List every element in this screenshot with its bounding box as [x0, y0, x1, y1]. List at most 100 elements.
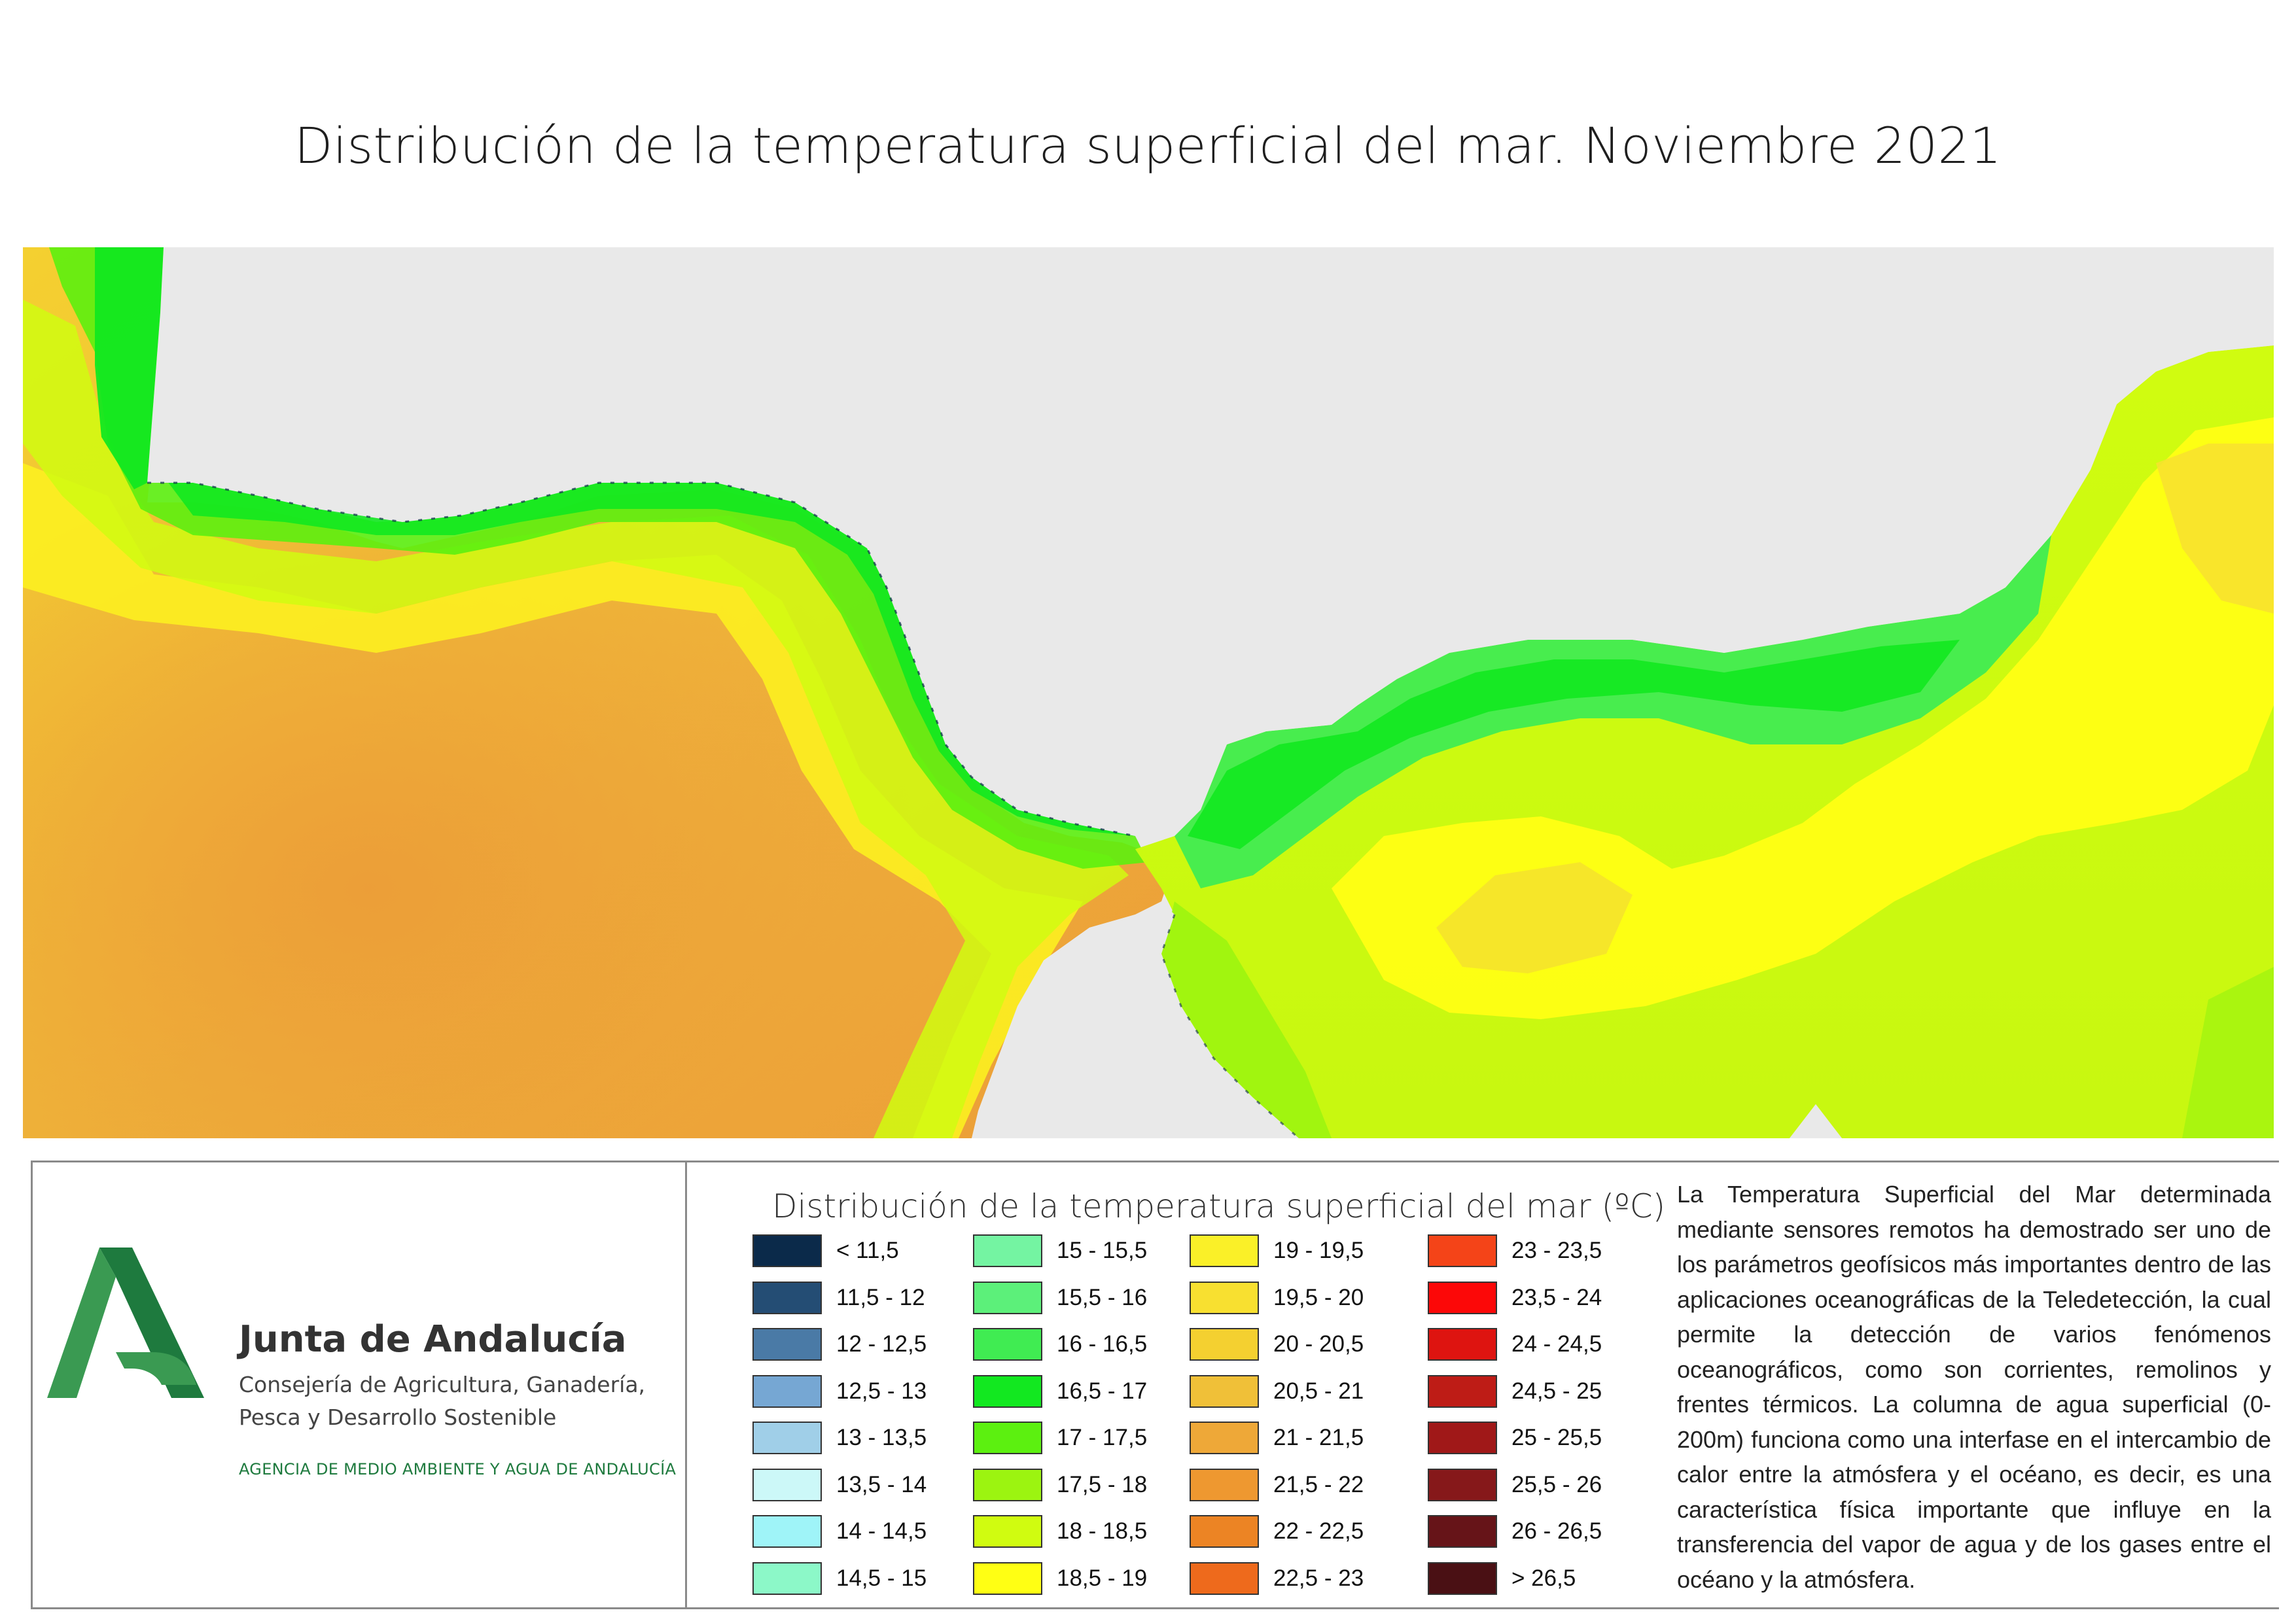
- legend-swatch: [1428, 1281, 1497, 1314]
- legend-label: 25,5 - 26: [1511, 1471, 1602, 1497]
- legend-label: 19,5 - 20: [1273, 1284, 1364, 1310]
- legend-item: 14 - 14,5: [752, 1515, 927, 1548]
- legend-label: 23,5 - 24: [1511, 1284, 1602, 1310]
- legend-item: 14,5 - 15: [752, 1562, 927, 1595]
- legend-swatch: [1190, 1468, 1259, 1501]
- legend-label: 15,5 - 16: [1057, 1284, 1148, 1310]
- legend-swatch: [1190, 1562, 1259, 1595]
- legend-swatch: [752, 1515, 822, 1548]
- legend-swatch: [973, 1281, 1042, 1314]
- legend-item: 24,5 - 25: [1428, 1374, 1602, 1408]
- legend-label: 20,5 - 21: [1273, 1378, 1364, 1404]
- legend-swatch: [752, 1328, 822, 1361]
- legend-label: 21,5 - 22: [1273, 1471, 1364, 1497]
- legend-item: 20,5 - 21: [1190, 1374, 1364, 1408]
- legend-label: 19 - 19,5: [1273, 1238, 1364, 1263]
- legend-label: 24 - 24,5: [1511, 1331, 1602, 1357]
- legend-item: < 11,5: [752, 1234, 899, 1267]
- map-title: Distribución de la temperatura superfici…: [294, 116, 2002, 175]
- legend-item: 20 - 20,5: [1190, 1328, 1364, 1361]
- legend-label: 14 - 14,5: [836, 1518, 927, 1544]
- legend-swatch: [752, 1374, 822, 1408]
- legend-swatch: [1428, 1515, 1497, 1548]
- africa-land: [972, 901, 1299, 1138]
- legend-label: 23 - 23,5: [1511, 1238, 1602, 1263]
- legend-label: 18 - 18,5: [1057, 1518, 1148, 1544]
- legend-label: < 11,5: [836, 1238, 899, 1263]
- legend-label: 16 - 16,5: [1057, 1331, 1148, 1357]
- legend-swatch: [973, 1328, 1042, 1361]
- legend-item: 21,5 - 22: [1190, 1468, 1364, 1501]
- legend-item: 25,5 - 26: [1428, 1468, 1602, 1501]
- legend-label: 25 - 25,5: [1511, 1425, 1602, 1450]
- legend-label: 13 - 13,5: [836, 1425, 927, 1450]
- legend-swatch: [752, 1422, 822, 1454]
- legend-label: 26 - 26,5: [1511, 1518, 1602, 1544]
- legend-label: 18,5 - 19: [1057, 1565, 1148, 1591]
- legend-swatch: [752, 1468, 822, 1501]
- iberia-land: [147, 247, 2274, 836]
- legend-item: 19,5 - 20: [1190, 1281, 1364, 1314]
- legend-item: 22,5 - 23: [1190, 1562, 1364, 1595]
- legend-item: > 26,5: [1428, 1562, 1576, 1595]
- legend-label: 17,5 - 18: [1057, 1471, 1148, 1497]
- legend-item: 13 - 13,5: [752, 1422, 927, 1454]
- legend-label: 12 - 12,5: [836, 1331, 927, 1357]
- legend-panel: Distribución de la temperatura superfici…: [685, 1161, 1670, 1609]
- legend-label: > 26,5: [1511, 1565, 1576, 1591]
- legend-swatch: [973, 1562, 1042, 1595]
- legend-swatch: [973, 1374, 1042, 1408]
- legend-item: 23 - 23,5: [1428, 1234, 1602, 1267]
- legend-label: 14,5 - 15: [836, 1565, 927, 1591]
- coastal-band-yellow: [23, 463, 1083, 1138]
- agency-name: AGENCIA DE MEDIO AMBIENTE Y AGUA DE ANDA…: [239, 1460, 677, 1478]
- legend-item: 16,5 - 17: [973, 1374, 1147, 1408]
- organization-name: Junta de Andalucía: [239, 1318, 627, 1361]
- legend-item: 22 - 22,5: [1190, 1515, 1364, 1548]
- legend-swatch: [973, 1422, 1042, 1454]
- legend-item: 17 - 17,5: [973, 1422, 1147, 1454]
- legend-title: Distribución de la temperatura superfici…: [772, 1187, 1666, 1225]
- legend-item: 13,5 - 14: [752, 1468, 927, 1501]
- department-line2: Pesca y Desarrollo Sostenible: [239, 1405, 557, 1430]
- legend-item: 11,5 - 12: [752, 1281, 925, 1314]
- legend-label: 11,5 - 12: [836, 1284, 925, 1310]
- legend-item: 12,5 - 13: [752, 1374, 927, 1408]
- legend-swatch: [1428, 1374, 1497, 1408]
- sst-map: [23, 247, 2274, 1138]
- legend-label: 24,5 - 25: [1511, 1378, 1602, 1404]
- legend-item: 21 - 21,5: [1190, 1422, 1364, 1454]
- legend-item: 26 - 26,5: [1428, 1515, 1602, 1548]
- legend-swatch: [1428, 1562, 1497, 1595]
- department-line1: Consejería de Agricultura, Ganadería,: [239, 1372, 646, 1397]
- legend-swatch: [752, 1281, 822, 1314]
- legend-label: 21 - 21,5: [1273, 1425, 1364, 1450]
- legend-swatch: [1190, 1234, 1259, 1267]
- legend-label: 20 - 20,5: [1273, 1331, 1364, 1357]
- description-text: La Temperatura Superficial del Mar deter…: [1677, 1181, 2271, 1593]
- legend-item: 19 - 19,5: [1190, 1234, 1364, 1267]
- legend-item: 18 - 18,5: [973, 1515, 1147, 1548]
- legend-item: 25 - 25,5: [1428, 1422, 1602, 1454]
- organization-block: Junta de Andalucía Consejería de Agricul…: [239, 1318, 676, 1478]
- legend-swatch: [973, 1234, 1042, 1267]
- legend-swatch: [1190, 1422, 1259, 1454]
- legend-item: 15,5 - 16: [973, 1281, 1148, 1314]
- legend-item: 15 - 15,5: [973, 1234, 1147, 1267]
- description-panel: La Temperatura Superficial del Mar deter…: [1668, 1161, 2279, 1609]
- legend-item: 18,5 - 19: [973, 1562, 1147, 1595]
- legend-swatch: [1428, 1328, 1497, 1361]
- legend-swatch: [1428, 1422, 1497, 1454]
- legend-item: 23,5 - 24: [1428, 1281, 1602, 1314]
- legend-swatch: [1190, 1515, 1259, 1548]
- legend-swatch: [752, 1562, 822, 1595]
- legend-label: 15 - 15,5: [1057, 1238, 1148, 1263]
- legend-swatch: [1428, 1468, 1497, 1501]
- legend-swatch: [973, 1515, 1042, 1548]
- legend-item: 17,5 - 18: [973, 1468, 1148, 1501]
- legend-label: 13,5 - 14: [836, 1471, 927, 1497]
- legend-label: 12,5 - 13: [836, 1378, 927, 1404]
- legend-item: 12 - 12,5: [752, 1328, 927, 1361]
- legend-swatch: [1190, 1281, 1259, 1314]
- legend-swatch: [973, 1468, 1042, 1501]
